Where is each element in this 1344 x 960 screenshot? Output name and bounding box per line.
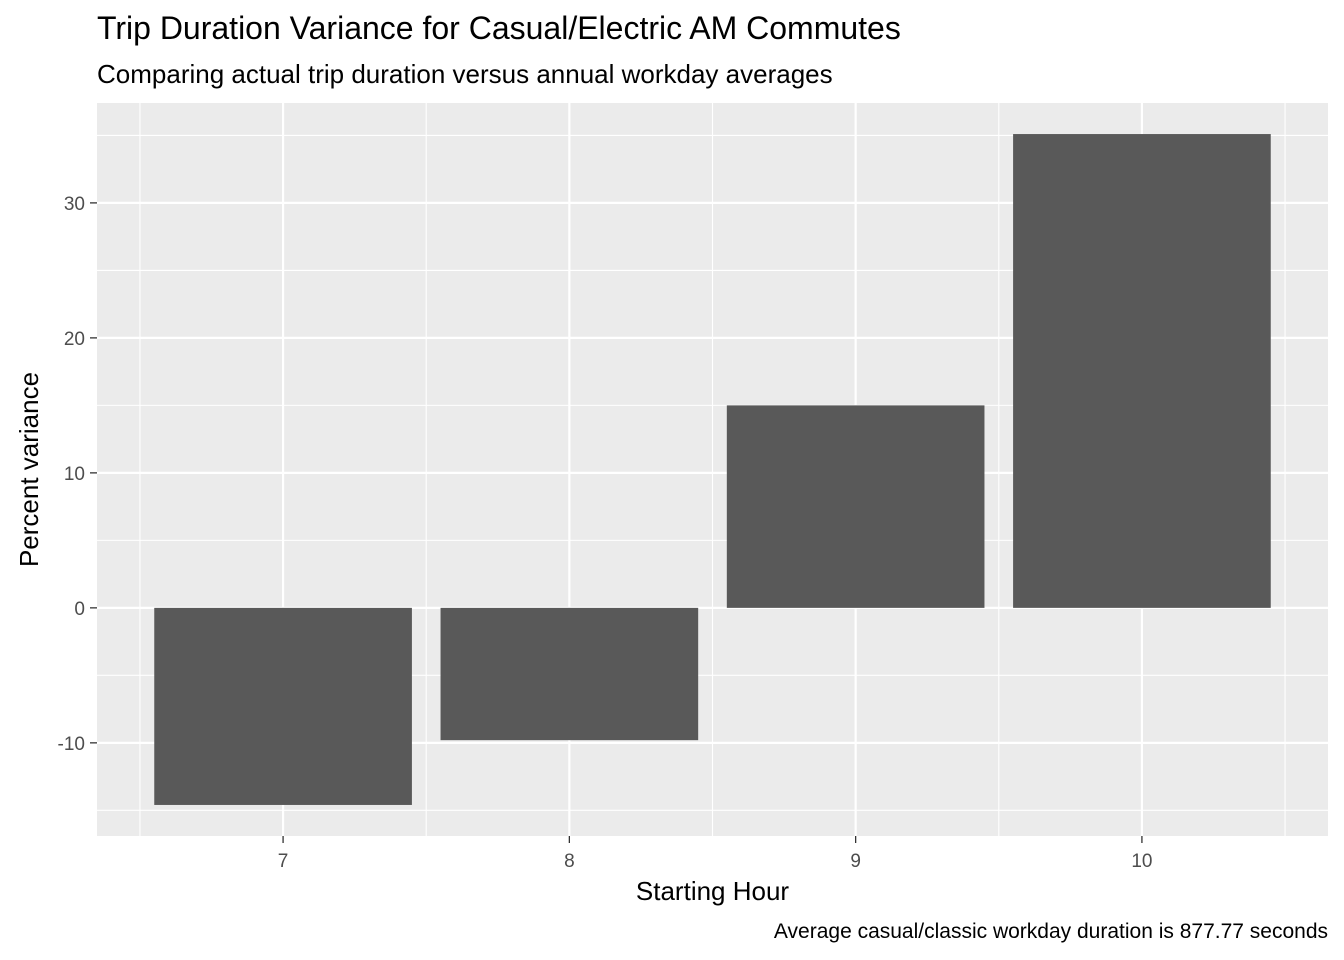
bars <box>154 134 1271 805</box>
y-tick-label: -10 <box>58 734 85 755</box>
x-tick-label: 9 <box>850 851 861 872</box>
y-tick-label: 10 <box>64 464 85 485</box>
y-axis: -10 0 10 20 30 <box>58 194 97 755</box>
x-tick-label: 7 <box>278 851 289 872</box>
y-axis-title: Percent variance <box>14 372 44 567</box>
y-tick-label: 30 <box>64 194 85 215</box>
x-tick-label: 10 <box>1131 851 1152 872</box>
bar-9 <box>726 405 985 608</box>
y-tick-label: 0 <box>74 599 85 620</box>
chart-caption: Average casual/classic workday duration … <box>773 920 1328 943</box>
bar-10 <box>1013 134 1271 608</box>
x-tick-label: 8 <box>564 851 575 872</box>
bar-7 <box>154 607 412 805</box>
chart-subtitle: Comparing actual trip duration versus an… <box>97 59 833 89</box>
x-axis: 7 8 9 10 <box>278 836 1152 872</box>
y-tick-label: 20 <box>64 329 85 350</box>
x-axis-title: Starting Hour <box>636 876 790 906</box>
bar-8 <box>440 607 699 741</box>
chart-title: Trip Duration Variance for Casual/Electr… <box>97 10 901 46</box>
